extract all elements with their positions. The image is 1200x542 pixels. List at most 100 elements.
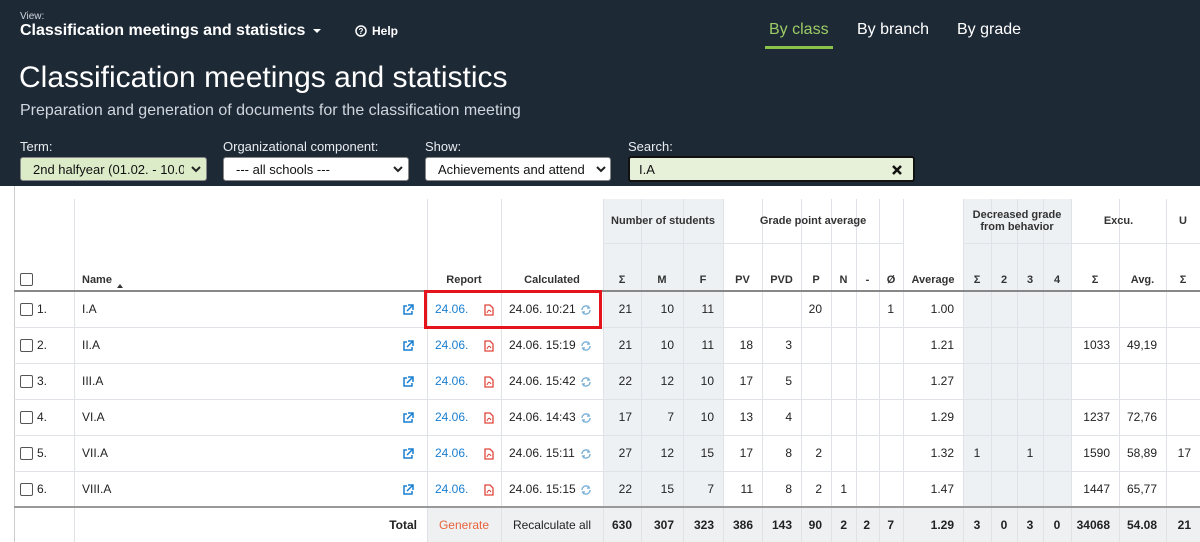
checkbox[interactable] xyxy=(20,447,33,460)
checkbox[interactable] xyxy=(20,339,33,352)
refresh-icon xyxy=(580,303,592,315)
report-link[interactable]: 24.06. xyxy=(435,338,469,352)
row-line xyxy=(14,435,1200,436)
column-header: Σ xyxy=(973,274,981,286)
column-header[interactable]: Name xyxy=(82,274,112,286)
term-select[interactable]: 2nd halfyear (01.02. - 10.0 xyxy=(20,157,207,181)
cell: 3 xyxy=(785,338,792,352)
total-cell: 21 xyxy=(1177,517,1191,532)
tab[interactable]: By branch xyxy=(857,21,930,38)
cell: 17 xyxy=(739,446,753,460)
cell: 1 xyxy=(1026,446,1034,460)
pdf-icon xyxy=(483,303,495,316)
cell: 1 xyxy=(973,446,981,460)
search-input[interactable]: I.A xyxy=(628,156,915,182)
column-header: PVD xyxy=(770,274,793,286)
cell: 27 xyxy=(618,446,632,460)
column-header: P xyxy=(812,274,820,286)
shade xyxy=(603,199,723,507)
view-name[interactable]: Classification meetings and statistics xyxy=(20,22,306,39)
column-header: Calculated xyxy=(524,274,580,286)
highlight-box xyxy=(424,290,602,329)
total-cell: 143 xyxy=(771,517,792,532)
row-number: 1. xyxy=(37,302,48,316)
cell: 10 xyxy=(660,338,674,352)
cell: 10 xyxy=(660,302,674,316)
search-value: I.A xyxy=(639,162,655,177)
report-link[interactable]: 24.06. xyxy=(435,374,469,388)
col-line xyxy=(1119,199,1120,542)
select-value: --- all schools --- xyxy=(236,162,330,177)
col-line xyxy=(879,199,880,542)
checkbox[interactable] xyxy=(20,375,33,388)
cell: 12 xyxy=(660,374,674,388)
checkbox[interactable] xyxy=(20,273,33,286)
col-line xyxy=(1017,199,1018,542)
refresh-icon xyxy=(580,483,592,495)
class-name: VII.A xyxy=(82,446,109,460)
checkbox[interactable] xyxy=(20,483,33,496)
view-label: View: xyxy=(20,11,45,22)
report-link[interactable]: 24.06. xyxy=(435,302,469,316)
total-cell: 0 xyxy=(1000,517,1008,532)
cell: 20 xyxy=(808,302,822,316)
group-header: Grade point average xyxy=(759,215,867,227)
row-number: 2. xyxy=(37,338,48,352)
org-select[interactable]: --- all schools --- xyxy=(223,157,409,181)
cell: 1447 xyxy=(1083,482,1110,496)
top-bar: View: Classification meetings and statis… xyxy=(0,0,1200,186)
column-header: PV xyxy=(735,274,750,286)
report-link[interactable]: 24.06. xyxy=(435,410,469,424)
group-line xyxy=(1071,243,1166,244)
col-line xyxy=(831,199,832,542)
sort-arrow xyxy=(116,277,124,288)
open-link-icon xyxy=(402,303,414,315)
class-name: II.A xyxy=(82,338,101,352)
column-header: Avg. xyxy=(1130,274,1155,286)
total-line xyxy=(14,506,1200,508)
cell: 2 xyxy=(815,446,822,460)
open-link-icon xyxy=(402,483,414,495)
tab-active[interactable]: By class xyxy=(769,21,829,38)
cell: 1033 xyxy=(1083,338,1110,352)
refresh-icon xyxy=(580,375,592,387)
pdf-icon xyxy=(483,375,495,388)
col-line xyxy=(603,199,604,542)
report-link[interactable]: 24.06. xyxy=(435,446,469,460)
tab[interactable]: By grade xyxy=(957,21,1022,38)
column-header: Average xyxy=(911,274,955,286)
clear-icon[interactable] xyxy=(892,165,902,175)
cell: 1237 xyxy=(1083,410,1110,424)
calculated: 24.06. 15:11 xyxy=(509,446,575,460)
col-line xyxy=(427,199,428,542)
open-link-icon xyxy=(402,339,414,351)
checkbox[interactable] xyxy=(20,303,33,316)
select-value: 2nd halfyear (01.02. - 10.0 xyxy=(33,162,184,177)
pdf-icon xyxy=(483,339,495,352)
cell: 2 xyxy=(815,482,822,496)
total-cell: 7 xyxy=(887,517,894,532)
cell: 1 xyxy=(887,302,894,316)
report-link[interactable]: 24.06. xyxy=(435,482,469,496)
cell: 17 xyxy=(739,374,753,388)
col-line xyxy=(641,199,642,542)
calculated: 24.06. 10:21 xyxy=(509,302,576,316)
cell: 1.21 xyxy=(930,338,954,352)
recalculate-button[interactable]: Recalculate all xyxy=(512,517,592,532)
group-header: Number of students xyxy=(611,215,715,227)
col-line xyxy=(74,199,75,542)
cell: 21 xyxy=(618,338,632,352)
col-line xyxy=(723,199,724,542)
checkbox[interactable] xyxy=(20,411,33,424)
group-header: Excu. xyxy=(1103,215,1134,227)
total-cell: 2 xyxy=(863,517,870,532)
show-select[interactable]: Achievements and attend xyxy=(425,157,611,181)
group-line xyxy=(723,243,903,244)
total-cell: 3 xyxy=(973,517,981,532)
generate-button[interactable]: Generate xyxy=(438,517,490,532)
cell: 7 xyxy=(707,482,714,496)
cell: 1.29 xyxy=(930,410,954,424)
cell: 58,89 xyxy=(1126,446,1157,460)
help-link[interactable]: Help xyxy=(372,24,399,38)
class-name: VIII.A xyxy=(82,482,112,496)
